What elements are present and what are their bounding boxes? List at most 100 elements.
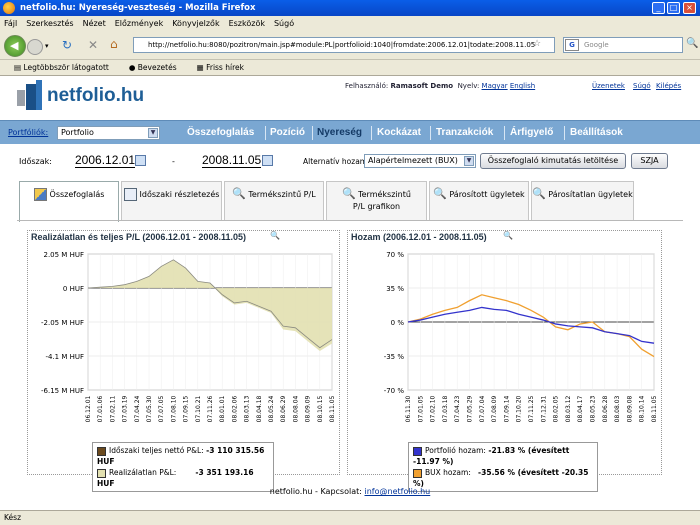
tab-product-pl-chart[interactable]: 🔍 Termékszintű P/L grafikon [326,181,427,220]
nav-settings[interactable]: Beállítások [570,127,623,138]
zoom-icon[interactable]: 🔍 [270,231,280,240]
close-button[interactable]: × [683,2,696,14]
szja-button[interactable]: SZJA [631,153,668,169]
y-tick-label: -70 % [384,387,405,395]
return-chart: 70 % 35 % 0 % -35 % -70 %2006.11.30 2007.01.0… [384,251,658,422]
tab-unmatched-trades[interactable]: 🔍 Párosítatlan ügyletek [531,181,634,220]
menu-tools[interactable]: Eszközök [228,19,265,28]
portfolios-label[interactable]: Portfóliók: [8,128,49,137]
nav-price-watch[interactable]: Árfigyelő [510,127,554,138]
bookmark-star-icon[interactable]: ☆ [533,39,542,49]
from-date[interactable]: 2006.12.01 [75,153,136,168]
logo-text[interactable]: netfolio.hu [47,85,145,106]
menu-view[interactable]: Nézet [82,19,106,28]
lang-english-link[interactable]: English [509,82,536,90]
pl-legend: Időszaki teljes nettó P&L: -3 110 315.56… [92,442,274,492]
x-tick-label: 2008.09.08 [626,395,633,422]
download-summary-button[interactable]: Összefoglaló kimutatás letöltése [480,153,626,169]
search-input[interactable]: Google [563,37,683,53]
lang-magyar-link[interactable]: Magyar [481,82,508,90]
home-icon[interactable]: ⌂ [110,37,118,51]
tab-matched-trades[interactable]: 🔍 Párosított ügyletek [429,181,529,220]
pl-chart: 2.05 M HUF 0 HUF -2.05 M HUF -4.1 M HUF -6.1… [41,251,336,422]
chevron-down-icon: ▼ [464,156,474,166]
x-tick-label: 2007.03.19 [122,395,129,422]
chevron-down-icon: ▼ [148,128,158,138]
to-date[interactable]: 2008.11.05 [202,153,262,168]
x-tick-label: 2007.09.15 [183,395,190,422]
x-tick-label: 2007.05.29 [467,395,474,422]
page-header [0,76,700,120]
nav-profit[interactable]: Nyereség [317,127,363,138]
menu-history[interactable]: Előzmények [114,19,164,28]
tab-summary[interactable]: Összefoglalás [19,181,119,222]
x-tick-label: 2007.12.31 [540,395,547,422]
window-title: netfolio.hu: Nyereség-veszteség - Mozill… [20,3,256,13]
search-go-icon[interactable]: 🔍 [686,38,699,49]
tab-product-pl[interactable]: 🔍 Termékszintű P/L [224,181,324,220]
window-title-bar: netfolio.hu: Nyereség-veszteség - Mozill… [0,0,700,16]
menu-bar: Fájl Szerkesztés Nézet Előzmények Könyvj… [0,16,700,31]
status-bar: Kész [0,510,700,525]
user-info: Felhasználó: Ramasoft Demo Nyelv: Magyar… [345,82,536,90]
reload-icon[interactable]: ↻ [62,38,73,52]
maximize-button[interactable]: □ [667,2,680,14]
bookmarks-toolbar: ▤ Legtöbbször látogatott ● Bevezetés ▦ F… [0,60,700,76]
y-tick-label: -4.1 M HUF [45,353,84,361]
url-bar[interactable]: http://netfolio.hu:8080/pozitron/main.js… [133,37,555,53]
user-name: Ramasoft Demo [390,82,454,90]
nav-position[interactable]: Pozíció [270,127,306,138]
x-tick-label: 2008.08.04 [292,395,299,422]
pl-chart-title: Realizálatlan és teljes P/L (2006.12.01 … [31,232,246,242]
x-tick-label: 2007.01.06 [97,395,104,422]
x-tick-label: 2008.02.06 [231,395,238,422]
bookmark-most-visited[interactable]: ▤ Legtöbbször látogatott [14,63,109,72]
nav-summary[interactable]: Összefoglalás [187,127,255,138]
footer: netfolio.hu - Kapcsolat: info@netfolio.h… [269,487,431,496]
bookmark-news[interactable]: ▦ Friss hírek [196,63,244,72]
x-tick-label: 2008.06.28 [602,395,609,422]
x-tick-label: 2008.01.01 [219,395,226,422]
google-icon[interactable]: G [565,39,579,51]
legend-item: Időszaki teljes nettó P&L: -3 110 315.56… [97,446,265,466]
x-tick-label: 2007.08.10 [170,395,177,422]
legend-item: Portfolió hozam: -21.83 % (évesített -11… [413,446,570,466]
menu-file[interactable]: Fájl [4,19,18,28]
nav-transactions[interactable]: Tranzakciók [436,127,494,138]
x-tick-label: 2007.03.18 [442,395,449,422]
date-dash: - [172,157,175,166]
menu-help[interactable]: Súgó [273,19,295,28]
x-tick-label: 2008.03.12 [565,395,572,422]
x-tick-label: 2007.01.05 [417,395,424,422]
x-tick-label: 2006.11.30 [405,395,412,422]
menu-edit[interactable]: Szerkesztés [26,19,74,28]
legend-swatch [97,446,106,456]
logout-link[interactable]: Kilépés [656,82,682,90]
menu-bookmarks[interactable]: Könyvjelzők [172,19,220,28]
zoom-icon[interactable]: 🔍 [503,231,513,240]
x-tick-label: 2008.02.05 [553,395,560,422]
portfolio-select[interactable]: Portfolio ▼ [57,126,160,140]
help-link[interactable]: Súgó [633,82,651,90]
netfolio-logo-icon [17,80,42,110]
period-label: Időszak: [19,157,52,166]
search-placeholder: Google [584,41,609,49]
messages-link[interactable]: Üzenetek [592,82,625,90]
alt-return-select[interactable]: Alapértelmezett (BUX) ▼ [364,154,476,168]
contact-email-link[interactable]: info@netfolio.hu [364,487,431,496]
x-tick-label: 2007.09.14 [503,395,510,422]
nav-risk[interactable]: Kockázat [377,127,421,138]
x-tick-label: 2007.07.04 [479,395,486,422]
calendar-icon[interactable] [135,155,146,166]
forward-button[interactable] [27,39,43,55]
tab-period-detail[interactable]: Időszaki részletezés [121,181,222,220]
x-tick-label: 2007.08.09 [491,395,498,422]
history-dropdown-icon[interactable]: ▾ [45,42,49,50]
minimize-button[interactable]: _ [652,2,665,14]
stop-icon[interactable]: ✕ [88,38,99,52]
x-tick-label: 2008.06.29 [280,395,287,422]
line-total-pl [87,259,333,349]
calendar-icon[interactable] [262,155,273,166]
bookmark-intro[interactable]: ● Bevezetés [128,63,177,72]
back-button[interactable]: ◀ [4,35,26,57]
